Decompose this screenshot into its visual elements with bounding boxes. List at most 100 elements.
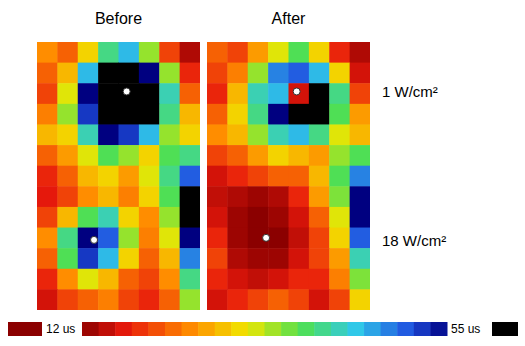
colorbar-swatch <box>132 322 149 336</box>
heatmap-cell <box>227 63 248 84</box>
heatmap-cell <box>57 83 78 104</box>
heatmap-cell <box>78 269 99 290</box>
heatmap-cell <box>268 124 289 145</box>
heatmap-cell <box>57 269 78 290</box>
colorbar-swatch <box>298 322 315 336</box>
heatmap-cell <box>207 145 228 166</box>
heatmap-cell <box>329 145 350 166</box>
heatmap-cell <box>350 207 370 228</box>
heatmap-cell <box>227 228 248 249</box>
heatmap-cell <box>37 83 58 104</box>
heatmap-cell <box>78 83 99 104</box>
heatmap-cell <box>159 248 180 269</box>
heatmap-cell <box>159 207 180 228</box>
panel-title: After <box>272 10 306 27</box>
heatmap-cell <box>309 63 330 84</box>
heatmap-cell <box>289 104 310 125</box>
heatmap-cell <box>98 269 119 290</box>
heatmap-cell <box>329 166 350 187</box>
measurement-point <box>123 88 130 95</box>
heatmap-cell <box>268 289 289 310</box>
heatmap-cell <box>309 248 330 269</box>
heatmap-cell <box>37 104 58 125</box>
heatmap-cell <box>227 145 248 166</box>
heatmap-cell <box>180 83 200 104</box>
heatmap-cell <box>309 289 330 310</box>
heatmap-cell <box>350 124 370 145</box>
heatmap-cell <box>309 186 330 207</box>
row-label: 18 W/cm² <box>382 232 446 249</box>
heatmap-cell <box>350 104 370 125</box>
colorbar-swatch <box>414 322 431 336</box>
heatmap-cell <box>207 207 228 228</box>
heatmap-cell <box>37 186 58 207</box>
measurement-point <box>91 236 98 243</box>
heatmap-cell <box>227 104 248 125</box>
heatmap-cell <box>180 289 200 310</box>
heatmap-cell <box>180 166 200 187</box>
colorbar-swatch <box>347 322 364 336</box>
heatmap-cell <box>37 124 58 145</box>
heatmap-cell <box>139 104 160 125</box>
heatmap-cell <box>37 269 58 290</box>
heatmap-cell <box>37 228 58 249</box>
heatmap-cell <box>98 228 119 249</box>
chart: BeforeAfter1 W/cm²18 W/cm²12 us55 us <box>0 0 525 346</box>
heatmap-cell <box>329 186 350 207</box>
heatmap-cell <box>268 83 289 104</box>
heatmap-cell <box>57 289 78 310</box>
colorbar-swatch <box>198 322 215 336</box>
colorbar-swatch <box>397 322 414 336</box>
heatmap-cell <box>248 166 269 187</box>
colorbar-swatch <box>115 322 132 336</box>
heatmap-cell <box>350 63 370 84</box>
heatmap-cell <box>139 228 160 249</box>
colorbar <box>8 322 518 336</box>
heatmap-cell <box>119 63 140 84</box>
colorbar-swatch <box>430 322 447 336</box>
heatmap-cell <box>159 228 180 249</box>
heatmap-cell <box>289 248 310 269</box>
heatmap-cell <box>268 228 289 249</box>
heatmap-cell <box>248 145 269 166</box>
heatmap-cell <box>98 145 119 166</box>
heatmap-cell <box>139 166 160 187</box>
heatmap-cell <box>309 104 330 125</box>
colorbar-swatch <box>381 322 398 336</box>
heatmap-cell <box>350 166 370 187</box>
heatmap-cell <box>268 166 289 187</box>
heatmap-cell <box>159 124 180 145</box>
heatmap-cell <box>119 248 140 269</box>
heatmap-cell <box>119 269 140 290</box>
heatmap-cell <box>207 63 228 84</box>
heatmap-cell <box>268 248 289 269</box>
heatmap-cell <box>57 248 78 269</box>
heatmap-cell <box>37 145 58 166</box>
colorbar-swatch <box>231 322 248 336</box>
heatmap-cell <box>248 186 269 207</box>
heatmap-cell <box>289 269 310 290</box>
colorbar-swatch <box>82 322 99 336</box>
heatmap-cell <box>350 186 370 207</box>
heatmap-cell <box>329 207 350 228</box>
heatmap-cell <box>159 269 180 290</box>
heatmap-cell <box>207 186 228 207</box>
heatmap-cell <box>98 289 119 310</box>
heatmap-cell <box>248 104 269 125</box>
heatmap-cell <box>78 289 99 310</box>
heatmap-cell <box>119 83 140 104</box>
heatmap-cell <box>98 186 119 207</box>
heatmap-cell <box>329 248 350 269</box>
heatmap-cell <box>329 42 350 63</box>
heatmap-cell <box>329 63 350 84</box>
heatmap-cell <box>119 186 140 207</box>
heatmap-cell <box>159 145 180 166</box>
heatmap-cell <box>119 145 140 166</box>
heatmap-cell <box>289 289 310 310</box>
heatmap-cell <box>57 145 78 166</box>
heatmap-cell <box>180 145 200 166</box>
heatmap-cell <box>98 207 119 228</box>
heatmap-cell <box>289 42 310 63</box>
heatmap-cell <box>180 248 200 269</box>
heatmap-cell <box>78 248 99 269</box>
